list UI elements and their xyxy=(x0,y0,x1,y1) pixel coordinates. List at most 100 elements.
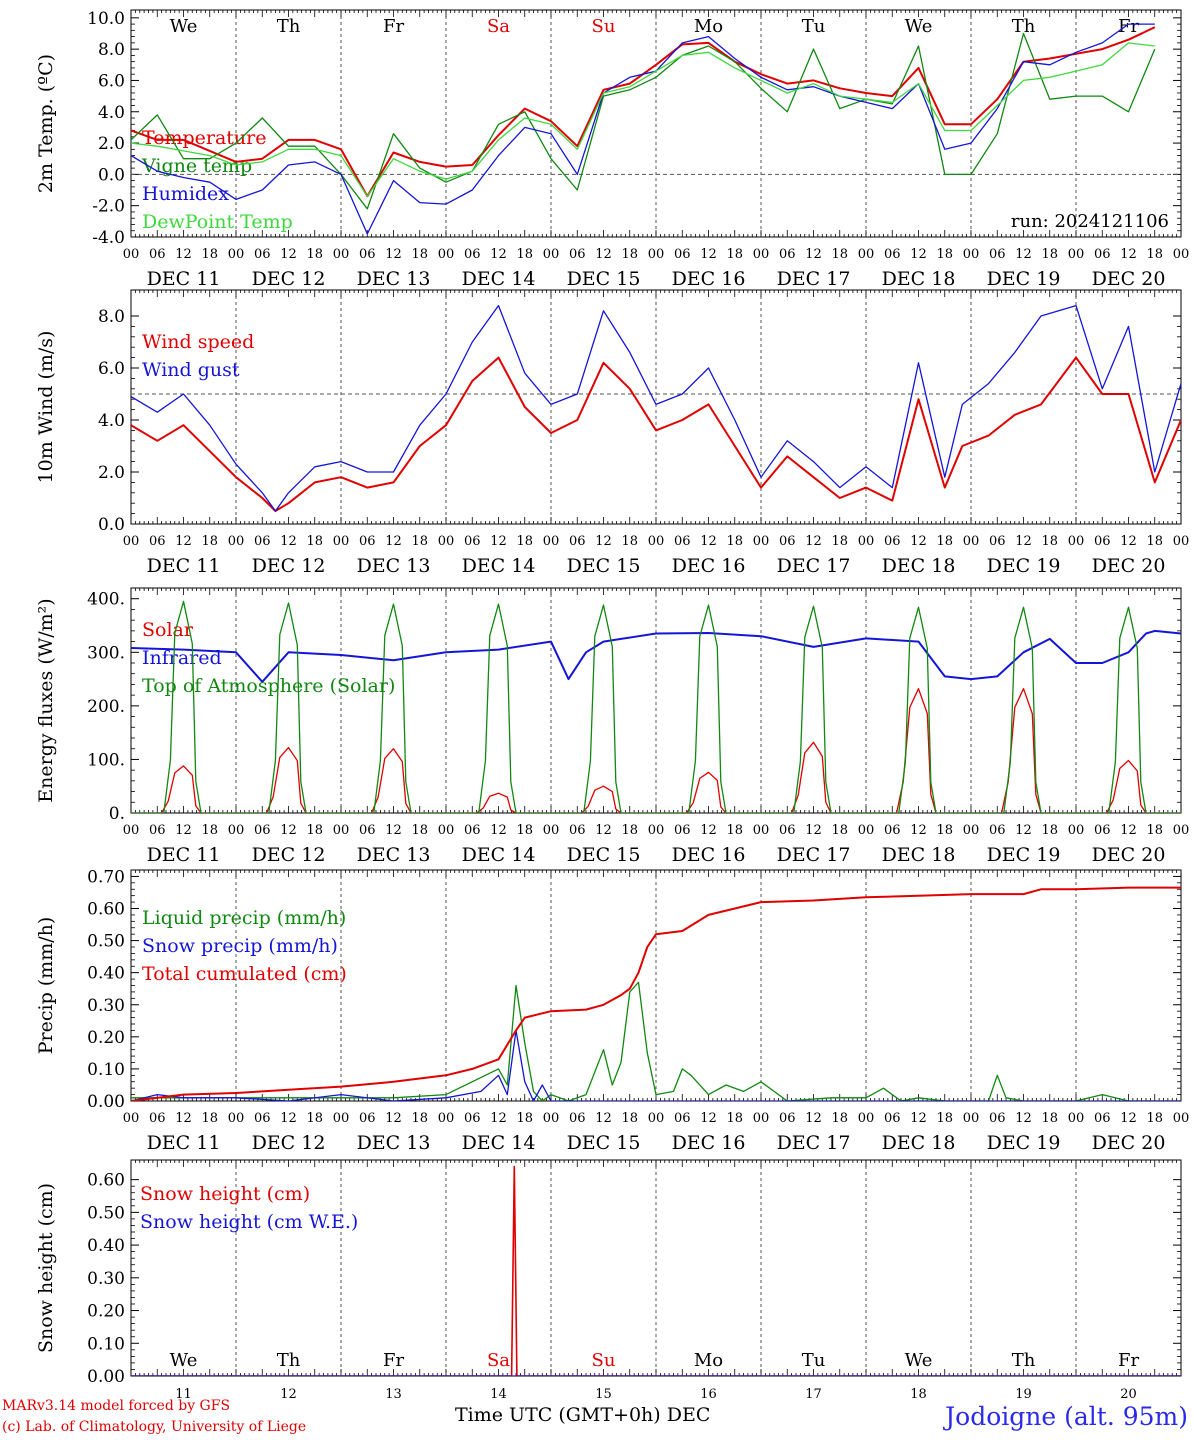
y-tick-label: -2.0 xyxy=(92,197,125,217)
hour-label: 06 xyxy=(254,247,271,262)
plot-frame xyxy=(130,587,1182,814)
day-number-label: 20 xyxy=(1120,1387,1137,1402)
y-tick-label: 0.50 xyxy=(87,932,125,952)
hour-label: 18 xyxy=(621,534,638,549)
panel-5: 0.00 0.10 0.20 0.30 0.40 0.50 0.60 Snow height … xyxy=(35,1159,1182,1402)
hour-label: 00 xyxy=(858,823,875,838)
y-tick-label: 6.0 xyxy=(98,359,125,379)
day-number-label: 17 xyxy=(805,1387,822,1402)
hour-label: 18 xyxy=(306,534,323,549)
hour-label: 18 xyxy=(516,247,533,262)
hour-label: 12 xyxy=(910,1111,927,1126)
date-label: DEC 15 xyxy=(567,1132,641,1154)
date-label: DEC 19 xyxy=(987,1132,1061,1154)
weekday-label: Fr xyxy=(383,1350,404,1371)
weekday-label: Mo xyxy=(694,1350,723,1371)
hour-label: 12 xyxy=(1015,247,1032,262)
y-axis-title: 10m Wind (m/s) xyxy=(35,331,57,484)
y-tick-label: 6.0 xyxy=(98,71,125,91)
date-label: DEC 14 xyxy=(462,555,536,577)
hour-label: 00 xyxy=(1173,247,1190,262)
hour-label: 12 xyxy=(280,1111,297,1126)
hour-label: 06 xyxy=(464,1111,481,1126)
hour-label: 18 xyxy=(306,823,323,838)
legend-entry: Snow height (cm W.E.) xyxy=(140,1211,358,1233)
legend-entry: Humidex xyxy=(142,183,229,205)
weekday-label: Th xyxy=(1012,1350,1036,1371)
hour-label: 18 xyxy=(516,823,533,838)
date-label: DEC 17 xyxy=(777,555,851,577)
series-line-wind-gust xyxy=(131,304,1181,512)
hour-label: 06 xyxy=(464,534,481,549)
hour-label: 18 xyxy=(306,1111,323,1126)
hour-label: 12 xyxy=(1015,534,1032,549)
hour-label: 06 xyxy=(569,823,586,838)
series-line-temperature xyxy=(131,26,1156,198)
hour-label: 18 xyxy=(1041,247,1058,262)
legend-entry: Solar xyxy=(142,619,194,641)
hour-label: 00 xyxy=(963,1111,980,1126)
hour-label: 00 xyxy=(333,823,350,838)
hour-label: 00 xyxy=(1173,1111,1190,1126)
hour-label: 00 xyxy=(123,1111,140,1126)
hour-label: 12 xyxy=(385,1111,402,1126)
hour-label: 12 xyxy=(1120,247,1137,262)
date-label: DEC 17 xyxy=(777,268,851,290)
hour-label: 06 xyxy=(149,247,166,262)
hour-label: 00 xyxy=(123,534,140,549)
hour-label: 00 xyxy=(648,534,665,549)
hour-label: 00 xyxy=(438,247,455,262)
hour-label: 18 xyxy=(936,823,953,838)
hour-label: 00 xyxy=(543,1111,560,1126)
y-tick-label: 0.70 xyxy=(87,867,125,887)
hour-label: 18 xyxy=(201,534,218,549)
weekday-label: Th xyxy=(277,1350,301,1371)
hour-label: 00 xyxy=(543,823,560,838)
hour-label: 18 xyxy=(831,247,848,262)
day-number-label: 16 xyxy=(700,1387,717,1402)
hour-label: 06 xyxy=(149,823,166,838)
y-tick-label: 2.0 xyxy=(98,134,125,154)
y-tick-label: 0.10 xyxy=(87,1334,125,1354)
hour-label: 12 xyxy=(1015,823,1032,838)
date-label: DEC 18 xyxy=(882,844,956,866)
hour-label: 18 xyxy=(726,247,743,262)
y-tick-label: 0.50 xyxy=(87,1203,125,1223)
hour-label: 18 xyxy=(936,534,953,549)
hour-label: 12 xyxy=(280,247,297,262)
legend-entry: Vigne temp xyxy=(141,155,252,177)
hour-label: 00 xyxy=(753,247,770,262)
date-label: DEC 16 xyxy=(672,1132,746,1154)
hour-label: 18 xyxy=(201,823,218,838)
date-label: DEC 13 xyxy=(357,555,431,577)
hour-label: 06 xyxy=(254,534,271,549)
hour-label: 00 xyxy=(858,534,875,549)
hour-label: 12 xyxy=(805,534,822,549)
hour-label: 18 xyxy=(726,1111,743,1126)
y-tick-label: 0.0 xyxy=(98,515,125,535)
day-number-label: 15 xyxy=(595,1387,612,1402)
hour-label: 12 xyxy=(175,823,192,838)
hour-label: 18 xyxy=(726,534,743,549)
hour-label: 18 xyxy=(411,534,428,549)
weekday-label: We xyxy=(170,1350,198,1371)
y-axis-title: Energy fluxes (W/m²) xyxy=(35,598,57,802)
y-tick-label: 8.0 xyxy=(98,40,125,60)
hour-label: 00 xyxy=(753,1111,770,1126)
legend-entry: Wind gust xyxy=(142,359,240,381)
date-label: DEC 17 xyxy=(777,1132,851,1154)
hour-label: 12 xyxy=(595,1111,612,1126)
hour-label: 00 xyxy=(963,534,980,549)
legend-entry: Infrared xyxy=(142,647,222,669)
date-label: DEC 14 xyxy=(462,844,536,866)
date-label: DEC 16 xyxy=(672,268,746,290)
hour-label: 06 xyxy=(779,534,796,549)
hour-label: 18 xyxy=(411,823,428,838)
hour-label: 00 xyxy=(333,1111,350,1126)
date-label: DEC 13 xyxy=(357,844,431,866)
hour-label: 06 xyxy=(359,1111,376,1126)
hour-label: 06 xyxy=(884,1111,901,1126)
hour-label: 06 xyxy=(674,823,691,838)
run-annotation: run: 2024121106 xyxy=(1011,211,1169,232)
hour-label: 12 xyxy=(1120,1111,1137,1126)
